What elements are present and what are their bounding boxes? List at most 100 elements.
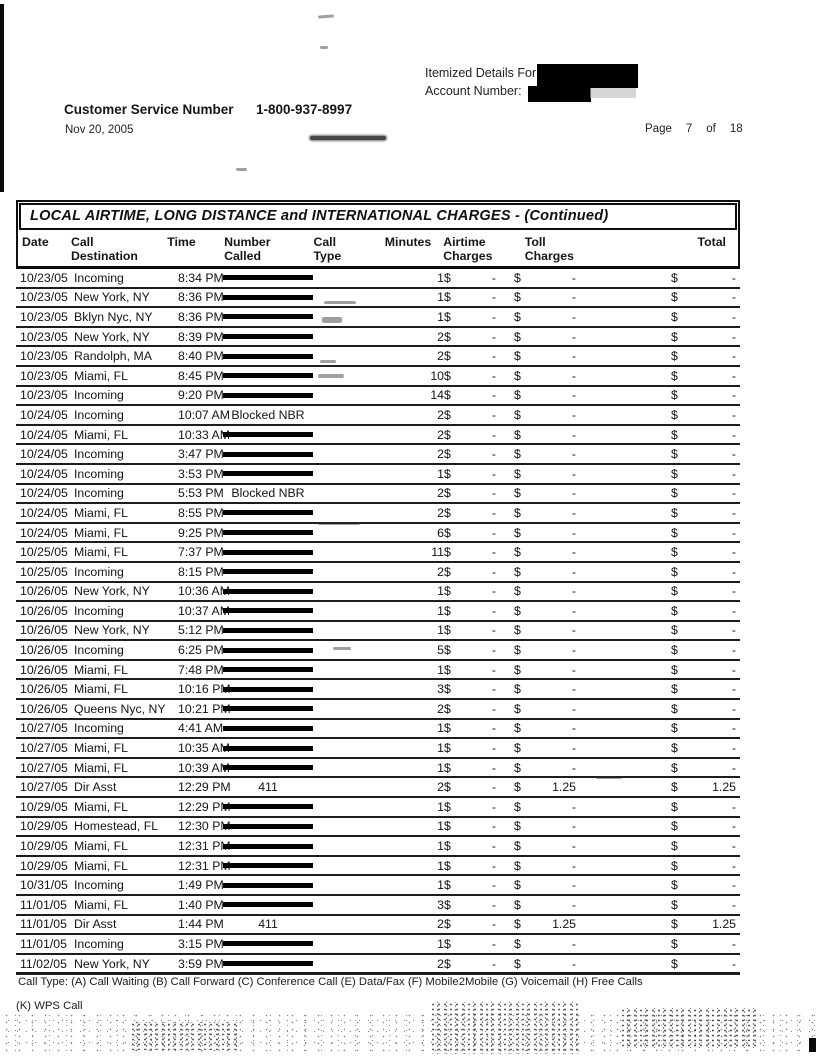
cell-time: 1:49 PM xyxy=(178,878,224,893)
cell-total: $ - xyxy=(671,839,736,853)
currency-symbol: $ xyxy=(514,799,521,814)
table-row: 10/27/05 Miami, FL 10:35 AM 1 $ - $ - $ - xyxy=(16,739,740,759)
cell-time: 8:39 PM xyxy=(178,329,224,344)
cell-toll-charges: $ - xyxy=(514,349,576,363)
airtime-value: - xyxy=(491,388,496,403)
statement-date: Nov 20, 2005 xyxy=(65,124,134,136)
cell-number-called: Blocked NBR xyxy=(231,486,305,501)
cell-time: 5:53 PM xyxy=(178,486,224,501)
total-value: - xyxy=(731,505,736,520)
cell-toll-charges: $ - xyxy=(514,388,576,402)
airtime-value: - xyxy=(491,858,496,873)
currency-symbol: $ xyxy=(671,760,678,775)
cell-date: 10/29/05 xyxy=(20,819,68,834)
cell-date: 10/24/05 xyxy=(20,407,68,422)
cell-minutes: 5 xyxy=(437,643,444,658)
airtime-value: - xyxy=(491,525,496,540)
cell-date: 10/23/05 xyxy=(20,368,68,383)
cell-airtime-charges: $ - xyxy=(444,819,496,833)
table-row: 10/23/05 New York, NY 8:36 PM 1 $ - $ - $ - xyxy=(16,289,740,309)
cell-date: 10/27/05 xyxy=(20,741,68,756)
currency-symbol: $ xyxy=(444,584,451,599)
currency-symbol: $ xyxy=(444,917,451,932)
currency-symbol: $ xyxy=(671,486,678,501)
toll-value: - xyxy=(571,329,576,344)
cell-minutes: 3 xyxy=(437,897,444,912)
cell-destination: New York, NY xyxy=(74,584,150,599)
table-row: 11/02/05 New York, NY 3:59 PM 2 $ - $ - $ - xyxy=(16,955,740,976)
currency-symbol: $ xyxy=(444,682,451,697)
cell-toll-charges: $ - xyxy=(514,937,576,951)
cell-minutes: 2 xyxy=(437,701,444,716)
cell-airtime-charges: $ - xyxy=(444,839,496,853)
currency-symbol: $ xyxy=(514,936,521,951)
cell-minutes: 2 xyxy=(437,486,444,501)
cell-total: $ - xyxy=(671,604,736,618)
scan-noise-patch xyxy=(620,1008,760,1048)
cell-toll-charges: $ - xyxy=(514,604,576,618)
cell-time: 4:41 AM xyxy=(178,721,224,736)
table-row: 10/23/05 Incoming 9:20 PM 14 $ - $ - $ - xyxy=(16,387,740,407)
col-header-gap xyxy=(492,235,508,263)
cell-destination: Miami, FL xyxy=(74,858,128,873)
table-row: 10/24/05 Incoming 5:53 PM Blocked NBR 2 $ - $ - $… xyxy=(16,485,740,505)
cell-airtime-charges: $ - xyxy=(444,741,496,755)
cell-time: 8:45 PM xyxy=(178,368,224,383)
currency-symbol: $ xyxy=(514,368,521,383)
scan-smudge xyxy=(317,14,335,19)
cell-toll-charges: $ - xyxy=(514,330,576,344)
currency-symbol: $ xyxy=(671,584,678,599)
airtime-value: - xyxy=(491,368,496,383)
currency-symbol: $ xyxy=(514,917,521,932)
cell-time: 12:29 PM xyxy=(178,780,231,795)
cell-time: 9:25 PM xyxy=(178,525,224,540)
table-row: 10/26/05 Queens Nyc, NY 10:21 PM 2 $ - $ - $ - xyxy=(16,700,740,720)
cell-minutes: 1 xyxy=(437,799,444,814)
airtime-value: - xyxy=(491,839,496,854)
cell-destination: Incoming xyxy=(74,603,124,618)
total-value: - xyxy=(731,643,736,658)
total-value: - xyxy=(731,760,736,775)
col-header-time: Time xyxy=(167,235,196,249)
currency-symbol: $ xyxy=(671,545,678,560)
table-row: 11/01/05 Miami, FL 1:40 PM 3 $ - $ - $ - xyxy=(16,896,740,916)
cell-date: 10/24/05 xyxy=(20,447,68,462)
currency-symbol: $ xyxy=(671,329,678,344)
cell-total: $ - xyxy=(671,937,736,951)
cell-minutes: 10 xyxy=(430,368,444,383)
cell-time: 1:40 PM xyxy=(178,897,224,912)
currency-symbol: $ xyxy=(444,270,451,285)
airtime-value: - xyxy=(491,819,496,834)
page-indicator: Page 7 of 18 xyxy=(645,123,743,135)
cell-time: 12:31 PM xyxy=(178,839,231,854)
toll-value: - xyxy=(571,741,576,756)
currency-symbol: $ xyxy=(671,839,678,854)
currency-symbol: $ xyxy=(671,878,678,893)
airtime-value: - xyxy=(491,682,496,697)
cell-minutes: 6 xyxy=(437,525,444,540)
currency-symbol: $ xyxy=(444,427,451,442)
scan-smudge xyxy=(318,374,344,378)
cell-total: $ - xyxy=(671,428,736,442)
charges-table: LOCAL AIRTIME, LONG DISTANCE and INTERNA… xyxy=(16,200,740,976)
cell-total: $ - xyxy=(671,565,736,579)
cell-total: $ - xyxy=(671,859,736,873)
table-row: 10/26/05 New York, NY 5:12 PM 1 $ - $ - $ - xyxy=(16,622,740,642)
currency-symbol: $ xyxy=(444,839,451,854)
cell-minutes: 1 xyxy=(437,662,444,677)
account-number-label: Account Number: xyxy=(425,84,522,98)
cell-airtime-charges: $ - xyxy=(444,584,496,598)
currency-symbol: $ xyxy=(514,643,521,658)
table-row: 10/23/05 Randolph, MA 8:40 PM 2 $ - $ - $ - xyxy=(16,347,740,367)
currency-symbol: $ xyxy=(671,701,678,716)
cell-time: 8:34 PM xyxy=(178,270,224,285)
scan-edge-artifact xyxy=(0,4,4,192)
currency-symbol: $ xyxy=(514,623,521,638)
cell-toll-charges: $ - xyxy=(514,310,576,324)
currency-symbol: $ xyxy=(444,329,451,344)
cell-destination: Miami, FL xyxy=(74,505,128,520)
currency-symbol: $ xyxy=(514,427,521,442)
toll-value: - xyxy=(571,956,576,971)
redaction-bar xyxy=(223,882,313,888)
total-value: - xyxy=(731,662,736,677)
